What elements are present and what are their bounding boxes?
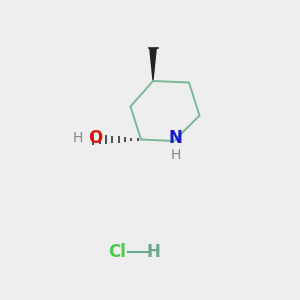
- Text: Cl: Cl: [108, 243, 126, 261]
- Text: O: O: [88, 129, 103, 147]
- Text: H: H: [73, 131, 83, 145]
- Text: N: N: [169, 129, 182, 147]
- Polygon shape: [149, 48, 157, 81]
- Text: H: H: [146, 243, 160, 261]
- Text: H: H: [170, 148, 181, 162]
